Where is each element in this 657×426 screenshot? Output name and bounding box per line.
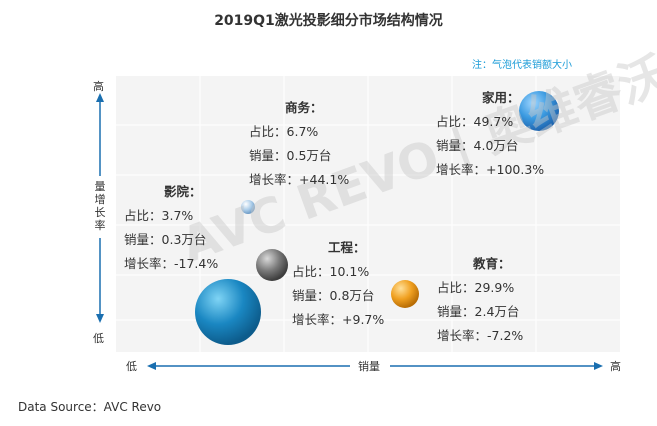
label-business-volume: 销量：0.5万台 (249, 148, 332, 163)
label-home: 家用： 占比：49.7% 销量：4.0万台 增长率：+100.3% (436, 86, 544, 182)
bubble-cinema (241, 200, 255, 214)
label-cinema-share: 占比：3.7% (124, 208, 194, 223)
label-cinema-growth: 增长率：-17.4% (124, 256, 219, 271)
chart-note: 注：气泡代表销额大小 (472, 60, 572, 71)
label-engineering: 工程： 占比：10.1% 销量：0.8万台 增长率：+9.7% (292, 236, 384, 332)
chart-title: 2019Q1激光投影细分市场结构情况 (214, 13, 443, 29)
label-education-growth: 增长率：-7.2% (437, 328, 524, 343)
y-axis-low: 低 (93, 332, 104, 345)
label-business-share: 占比：6.7% (249, 124, 319, 139)
label-engineering-share: 占比：10.1% (292, 264, 370, 279)
bubble-business (195, 279, 261, 345)
label-cinema-name: 影院： (164, 184, 202, 199)
label-home-growth: 增长率：+100.3% (436, 162, 545, 177)
bubble-engineering (256, 249, 288, 281)
label-engineering-volume: 销量：0.8万台 (292, 288, 375, 303)
x-axis (147, 362, 603, 370)
y-axis-high: 高 (93, 80, 104, 93)
label-home-share: 占比：49.7% (436, 114, 514, 129)
label-education: 教育： 占比：29.9% 销量：2.4万台 增长率：-7.2% (437, 252, 523, 348)
label-business-growth: 增长率：+44.1% (249, 172, 350, 187)
label-engineering-name: 工程： (328, 240, 366, 255)
label-business: 商务： 占比：6.7% 销量：0.5万台 增长率：+44.1% (249, 96, 349, 192)
label-education-volume: 销量：2.4万台 (437, 304, 520, 319)
bubble-education (391, 280, 419, 308)
x-axis-low: 低 (126, 360, 137, 373)
label-education-name: 教育： (473, 256, 511, 271)
label-cinema-volume: 销量：0.3万台 (124, 232, 207, 247)
label-cinema: 影院： 占比：3.7% 销量：0.3万台 增长率：-17.4% (124, 180, 218, 276)
bubble-home (519, 91, 559, 131)
label-education-share: 占比：29.9% (437, 280, 515, 295)
label-engineering-growth: 增长率：+9.7% (292, 312, 385, 327)
y-axis (96, 93, 104, 323)
label-home-volume: 销量：4.0万台 (436, 138, 519, 153)
label-home-name: 家用： (482, 90, 520, 105)
x-axis-high: 高 (610, 360, 621, 373)
data-source: Data Source：AVC Revo (18, 400, 162, 414)
grid-lines (116, 76, 620, 352)
label-business-name: 商务： (285, 100, 323, 115)
x-axis-label: 销量 (358, 360, 380, 373)
y-axis-label: 量增长率 (94, 180, 106, 232)
